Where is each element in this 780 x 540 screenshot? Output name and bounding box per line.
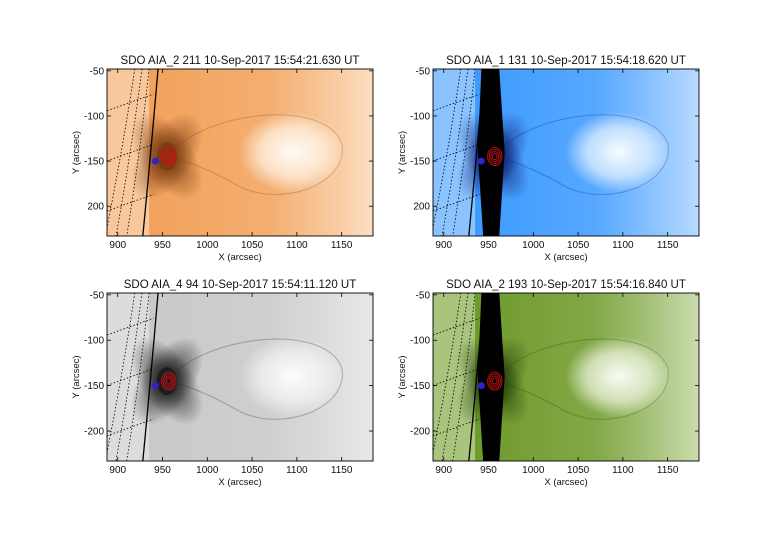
solar-image: [107, 69, 373, 236]
panel-title: SDO AIA_1 131 10-Sep-2017 15:54:18.620 U…: [446, 55, 686, 67]
panel-title: SDO AIA_2 193 10-Sep-2017 15:54:16.840 U…: [446, 279, 686, 291]
x-tick-label: 1000: [522, 240, 545, 251]
y-tick-label: -150: [410, 157, 430, 168]
x-tick-label: 900: [109, 240, 126, 251]
y-tick-label: -50: [90, 290, 105, 301]
y-tick-label: -50: [90, 66, 105, 77]
x-axis-label: X (arcsec): [218, 252, 261, 263]
y-tick-label: -150: [84, 157, 104, 168]
panel-title: SDO AIA_2 211 10-Sep-2017 15:54:21.630 U…: [121, 55, 360, 67]
source-marker: [151, 382, 159, 390]
axes-frame: [432, 68, 700, 237]
y-axis-label: Y (arcsec): [397, 131, 408, 174]
x-axis-label: X (arcsec): [218, 477, 261, 488]
source-marker: [151, 157, 159, 165]
x-tick-label: 1100: [612, 240, 634, 251]
solar-image: [433, 69, 699, 236]
x-tick-label: 1100: [286, 240, 308, 251]
x-tick-label: 900: [435, 465, 452, 476]
source-marker: [477, 157, 485, 165]
x-tick-label: 950: [154, 240, 171, 251]
heliographic-grid: [433, 69, 480, 236]
y-tick-label: -50: [416, 66, 431, 77]
x-tick-label: 1000: [522, 465, 545, 476]
y-tick-label: -100: [84, 336, 104, 347]
heliographic-grid: [107, 293, 154, 461]
flare-contours: [487, 147, 503, 167]
x-tick-label: 900: [109, 465, 126, 476]
x-tick-label: 1100: [612, 465, 634, 476]
panel-title: SDO AIA_4 94 10-Sep-2017 15:54:11.120 UT: [124, 279, 357, 291]
source-marker: [477, 382, 485, 390]
heliographic-grid: [107, 69, 154, 236]
x-tick-label: 1050: [567, 465, 590, 476]
x-tick-label: 1050: [567, 240, 590, 251]
panel-aia94: SDO AIA_4 94 10-Sep-2017 15:54:11.120 UT…: [71, 279, 374, 488]
panel-aia211: SDO AIA_2 211 10-Sep-2017 15:54:21.630 U…: [71, 55, 374, 263]
solar-limb: [468, 69, 485, 236]
x-tick-label: 950: [480, 465, 497, 476]
x-tick-label: 1000: [196, 240, 219, 251]
x-tick-label: 950: [480, 240, 497, 251]
y-tick-label: 200: [413, 202, 430, 213]
solar-limb: [142, 293, 159, 461]
y-tick-label: -200: [84, 427, 104, 438]
y-tick-label: -100: [410, 336, 430, 347]
axes-frame: [432, 292, 700, 462]
axes-frame: [106, 68, 374, 237]
x-tick-label: 1150: [331, 240, 353, 251]
x-axis-label: X (arcsec): [544, 252, 587, 263]
solar-limb: [142, 69, 159, 236]
solar-image: [433, 293, 699, 461]
panel-aia131: SDO AIA_1 131 10-Sep-2017 15:54:18.620 U…: [397, 55, 700, 263]
x-tick-label: 1150: [331, 465, 353, 476]
heliographic-grid: [433, 293, 480, 461]
x-tick-label: 1100: [286, 465, 308, 476]
y-tick-label: -200: [410, 427, 430, 438]
y-axis-label: Y (arcsec): [71, 355, 82, 398]
y-tick-label: -100: [410, 111, 430, 122]
y-tick-label: -150: [84, 381, 104, 392]
x-axis-label: X (arcsec): [544, 477, 587, 488]
x-tick-label: 1000: [196, 465, 219, 476]
x-tick-label: 900: [435, 240, 452, 251]
y-axis-label: Y (arcsec): [397, 355, 408, 398]
flare-contours: [161, 371, 177, 391]
panel-aia193: SDO AIA_2 193 10-Sep-2017 15:54:16.840 U…: [397, 279, 700, 488]
x-tick-label: 1150: [657, 465, 679, 476]
y-tick-label: 200: [87, 202, 104, 213]
y-tick-label: -150: [410, 381, 430, 392]
solar-image: [107, 293, 373, 461]
axes-frame: [106, 292, 374, 462]
flare-contours: [161, 147, 177, 167]
y-tick-label: -100: [84, 111, 104, 122]
x-tick-label: 1050: [241, 465, 264, 476]
solar-limb: [468, 293, 485, 461]
y-axis-label: Y (arcsec): [71, 131, 82, 174]
x-tick-label: 1050: [241, 240, 264, 251]
x-tick-label: 950: [154, 465, 171, 476]
flare-contours: [487, 371, 503, 391]
y-tick-label: -50: [416, 290, 431, 301]
x-tick-label: 1150: [657, 240, 679, 251]
